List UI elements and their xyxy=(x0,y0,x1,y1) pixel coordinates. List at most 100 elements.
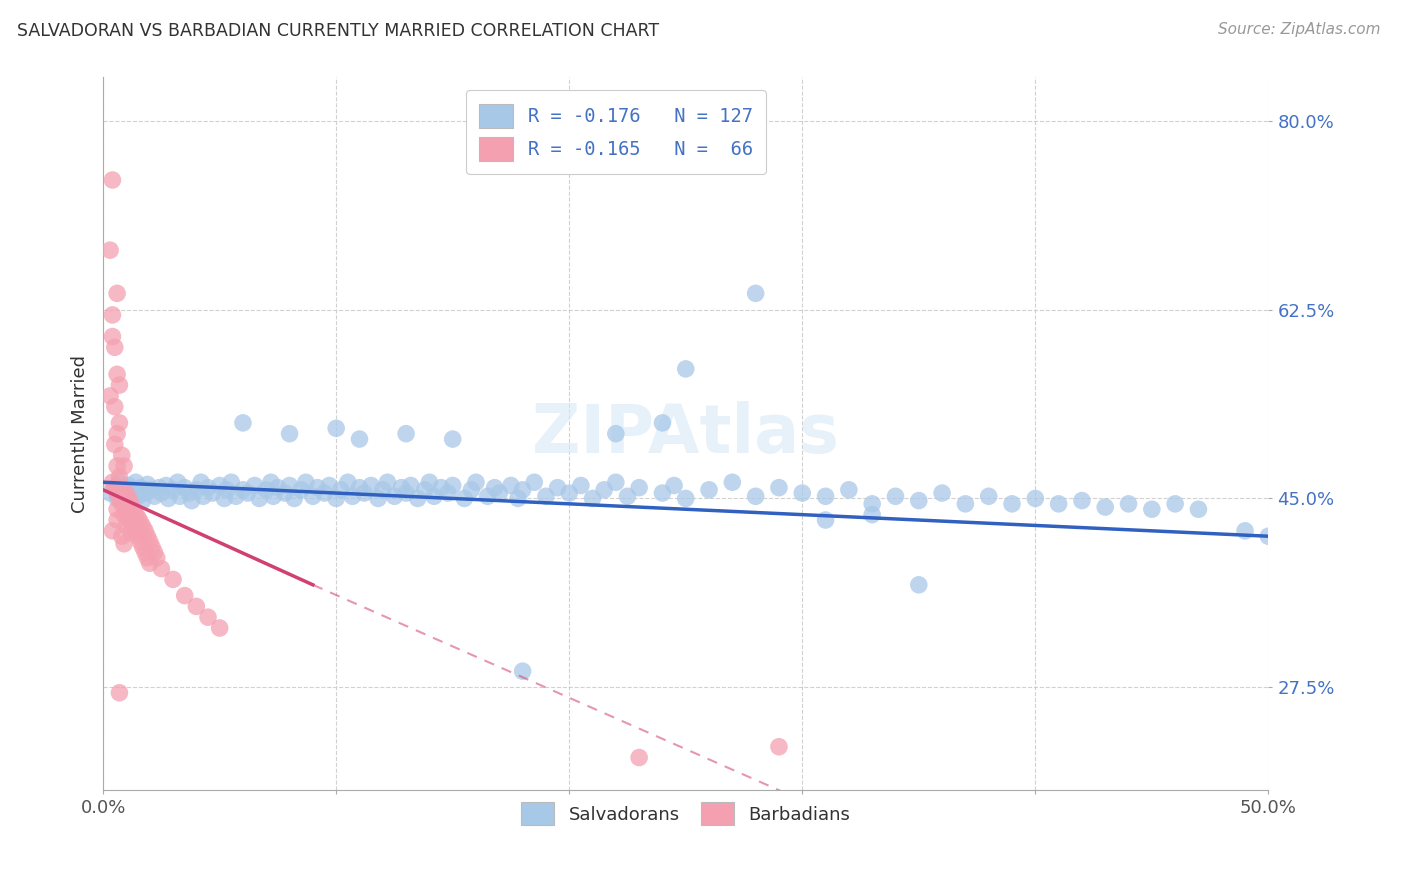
Point xyxy=(197,610,219,624)
Point xyxy=(115,486,138,500)
Point xyxy=(173,589,195,603)
Point xyxy=(122,483,145,497)
Point xyxy=(512,664,534,678)
Point xyxy=(150,561,173,575)
Point xyxy=(111,529,134,543)
Point xyxy=(955,497,977,511)
Point xyxy=(262,489,284,503)
Point xyxy=(129,515,152,529)
Point xyxy=(179,486,201,500)
Point xyxy=(111,481,134,495)
Point xyxy=(105,513,128,527)
Point xyxy=(122,519,145,533)
Point xyxy=(329,483,352,497)
Point xyxy=(134,524,156,538)
Point xyxy=(111,497,134,511)
Point xyxy=(166,475,188,490)
Point xyxy=(260,475,283,490)
Point xyxy=(318,478,340,492)
Point xyxy=(104,400,127,414)
Point xyxy=(367,491,389,506)
Point xyxy=(325,491,347,506)
Point xyxy=(792,486,814,500)
Point xyxy=(569,478,592,492)
Point xyxy=(768,739,790,754)
Point xyxy=(1024,491,1046,506)
Point xyxy=(111,448,134,462)
Point xyxy=(138,483,160,497)
Point xyxy=(547,481,569,495)
Point xyxy=(360,478,382,492)
Point xyxy=(1118,497,1140,511)
Point xyxy=(1257,529,1279,543)
Point xyxy=(884,489,907,503)
Point xyxy=(325,421,347,435)
Point xyxy=(98,486,121,500)
Point xyxy=(136,477,159,491)
Point xyxy=(132,493,155,508)
Point xyxy=(115,518,138,533)
Point xyxy=(441,478,464,492)
Point xyxy=(105,491,128,506)
Point xyxy=(581,491,603,506)
Point xyxy=(907,578,929,592)
Point xyxy=(101,524,124,538)
Point xyxy=(120,497,142,511)
Point xyxy=(437,486,460,500)
Point xyxy=(371,483,394,497)
Point xyxy=(662,478,685,492)
Point xyxy=(105,486,128,500)
Point xyxy=(907,493,929,508)
Point xyxy=(108,686,131,700)
Point xyxy=(860,497,883,511)
Point xyxy=(105,426,128,441)
Point xyxy=(173,481,195,495)
Point xyxy=(125,524,148,538)
Point xyxy=(143,489,166,503)
Point xyxy=(278,426,301,441)
Point xyxy=(290,483,312,497)
Point xyxy=(628,750,651,764)
Point xyxy=(247,491,270,506)
Point xyxy=(399,478,422,492)
Point xyxy=(1140,502,1163,516)
Y-axis label: Currently Married: Currently Married xyxy=(72,355,89,513)
Point xyxy=(118,491,141,506)
Point xyxy=(616,489,638,503)
Point xyxy=(484,481,506,495)
Point xyxy=(134,545,156,559)
Point xyxy=(101,173,124,187)
Point xyxy=(534,489,557,503)
Point xyxy=(215,483,238,497)
Text: SALVADORAN VS BARBADIAN CURRENTLY MARRIED CORRELATION CHART: SALVADORAN VS BARBADIAN CURRENTLY MARRIE… xyxy=(17,22,659,40)
Point xyxy=(413,483,436,497)
Point xyxy=(307,481,329,495)
Point xyxy=(98,243,121,257)
Point xyxy=(125,508,148,522)
Point xyxy=(605,426,627,441)
Point xyxy=(278,478,301,492)
Point xyxy=(197,481,219,495)
Point xyxy=(651,416,673,430)
Point xyxy=(232,416,254,430)
Point xyxy=(169,489,191,503)
Point xyxy=(395,486,418,500)
Point xyxy=(125,475,148,490)
Point xyxy=(605,475,627,490)
Point xyxy=(186,599,208,614)
Point xyxy=(162,483,184,497)
Point xyxy=(193,489,215,503)
Point xyxy=(384,489,406,503)
Point xyxy=(477,489,499,503)
Point xyxy=(136,550,159,565)
Point xyxy=(651,486,673,500)
Point xyxy=(136,529,159,543)
Point xyxy=(108,416,131,430)
Point xyxy=(143,545,166,559)
Point xyxy=(512,483,534,497)
Point xyxy=(225,489,247,503)
Point xyxy=(108,475,131,490)
Point xyxy=(395,426,418,441)
Point xyxy=(127,511,149,525)
Point xyxy=(1001,497,1024,511)
